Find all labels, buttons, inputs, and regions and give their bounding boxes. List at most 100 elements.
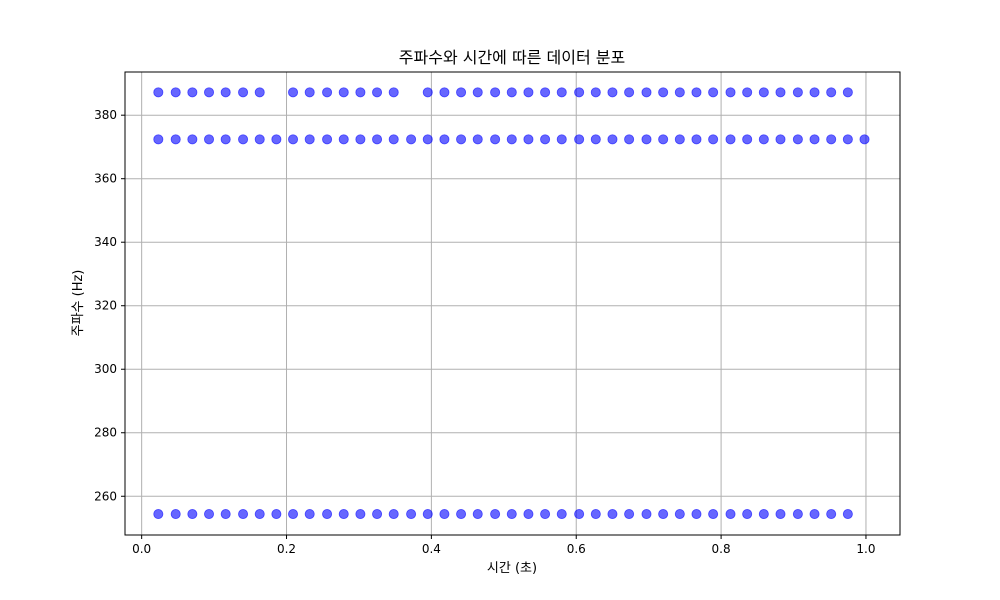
data-point [842, 509, 853, 520]
data-point [254, 134, 265, 145]
data-point [490, 134, 501, 145]
data-point [204, 509, 215, 520]
y-tick-label: 320 [94, 299, 117, 313]
data-point [372, 87, 383, 98]
data-point [254, 87, 265, 98]
data-point [422, 134, 433, 145]
data-point [574, 509, 585, 520]
data-point [674, 134, 685, 145]
grid-lines [125, 72, 900, 535]
data-point [540, 509, 551, 520]
data-point [523, 87, 534, 98]
data-point [288, 134, 299, 145]
data-point [590, 134, 601, 145]
y-tick-label: 280 [94, 426, 117, 440]
data-point [322, 134, 333, 145]
data-point [187, 134, 198, 145]
data-point [406, 509, 417, 520]
data-point [624, 509, 635, 520]
data-point [322, 509, 333, 520]
data-point [708, 509, 719, 520]
data-point [540, 134, 551, 145]
data-point [826, 134, 837, 145]
data-point [355, 509, 366, 520]
data-point [456, 134, 467, 145]
data-point [304, 87, 315, 98]
data-point [439, 509, 450, 520]
data-point [842, 134, 853, 145]
data-point [658, 87, 669, 98]
data-point [456, 87, 467, 98]
data-point [170, 87, 181, 98]
y-tick-label: 300 [94, 362, 117, 376]
data-point [792, 509, 803, 520]
data-point [472, 509, 483, 520]
data-point [506, 134, 517, 145]
data-point [775, 134, 786, 145]
data-point [775, 87, 786, 98]
data-point [641, 509, 652, 520]
data-point [758, 509, 769, 520]
data-point [506, 509, 517, 520]
data-point [422, 87, 433, 98]
data-point [170, 509, 181, 520]
data-point [304, 134, 315, 145]
data-point [624, 134, 635, 145]
y-tick-label: 360 [94, 172, 117, 186]
data-point [556, 134, 567, 145]
data-point [490, 87, 501, 98]
data-point [388, 87, 399, 98]
data-point [574, 87, 585, 98]
data-point [338, 87, 349, 98]
data-point [439, 134, 450, 145]
data-point [422, 509, 433, 520]
data-point [456, 509, 467, 520]
data-point [674, 87, 685, 98]
data-point [725, 134, 736, 145]
data-point [556, 87, 567, 98]
data-point [725, 509, 736, 520]
data-point [406, 134, 417, 145]
data-point [641, 87, 652, 98]
data-point [607, 87, 618, 98]
data-point [204, 134, 215, 145]
data-point [607, 509, 618, 520]
data-point [338, 134, 349, 145]
data-point [304, 509, 315, 520]
data-point [742, 509, 753, 520]
data-point [842, 87, 853, 98]
data-point [691, 87, 702, 98]
data-point [590, 509, 601, 520]
data-point [809, 87, 820, 98]
data-point [439, 87, 450, 98]
data-point [691, 509, 702, 520]
data-point [490, 509, 501, 520]
data-point [792, 87, 803, 98]
data-point [372, 134, 383, 145]
data-point [220, 134, 231, 145]
data-point [187, 87, 198, 98]
data-point [809, 134, 820, 145]
data-point [322, 87, 333, 98]
data-point [355, 134, 366, 145]
x-tick-label: 0.4 [422, 542, 441, 556]
data-points [153, 87, 870, 520]
data-point [758, 87, 769, 98]
data-point [775, 509, 786, 520]
data-point [674, 509, 685, 520]
data-point [658, 134, 669, 145]
x-tick-label: 1.0 [856, 542, 875, 556]
data-point [238, 87, 249, 98]
data-point [708, 134, 719, 145]
data-point [658, 509, 669, 520]
data-point [826, 87, 837, 98]
chart-title: 주파수와 시간에 따른 데이터 분포 [399, 48, 625, 67]
data-point [288, 87, 299, 98]
data-point [708, 87, 719, 98]
data-point [624, 87, 635, 98]
data-point [523, 509, 534, 520]
data-point [388, 134, 399, 145]
data-point [725, 87, 736, 98]
x-tick-label: 0.2 [277, 542, 296, 556]
